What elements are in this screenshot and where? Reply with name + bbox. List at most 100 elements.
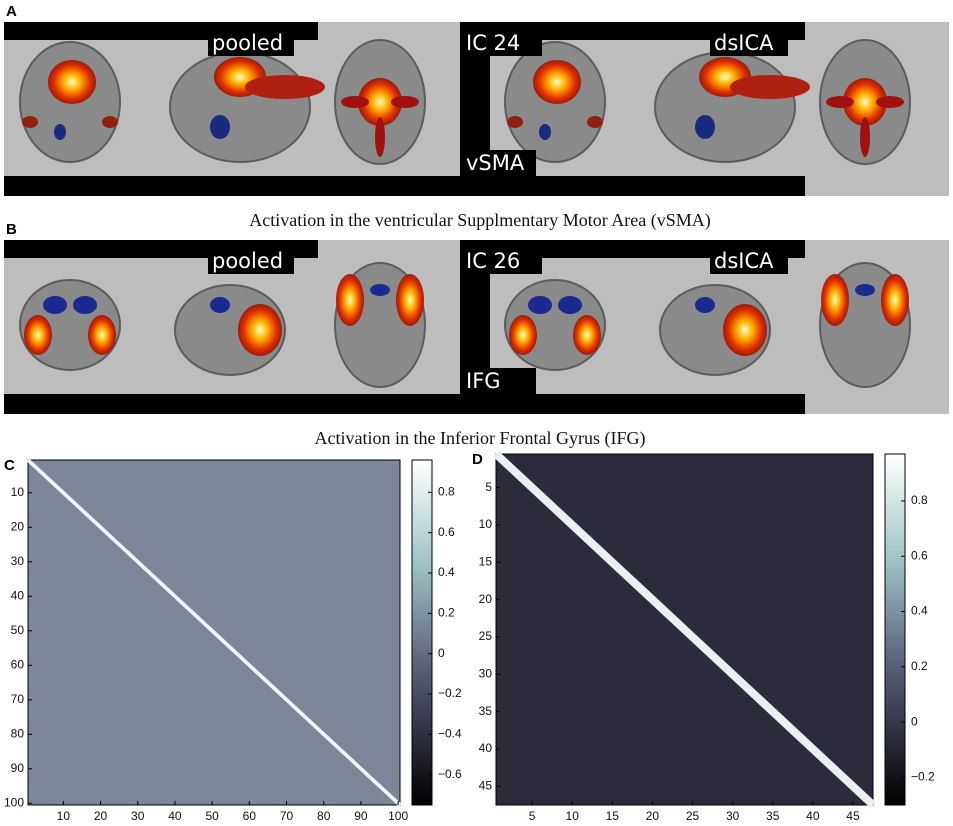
tag-bg: [462, 150, 536, 176]
activation: [358, 78, 402, 126]
colorbar-label: 0.2: [911, 659, 928, 673]
x-tick-label: 40: [168, 809, 182, 823]
black-band: [4, 394, 805, 414]
image-tag: IC 26: [466, 249, 520, 273]
x-tick-label: 40: [806, 809, 820, 823]
activation: [695, 115, 715, 139]
activation: [370, 284, 390, 296]
activation: [54, 124, 66, 140]
activation: [587, 116, 603, 128]
activation: [48, 60, 96, 104]
activation: [881, 274, 909, 326]
activation: [855, 284, 875, 296]
image-tag: dsICA: [714, 249, 774, 273]
x-tick-label: 25: [686, 809, 700, 823]
tag-bg: [462, 368, 536, 394]
activation: [88, 315, 116, 355]
activation: [528, 296, 552, 314]
colorbar-label: 0.4: [911, 604, 928, 618]
image-tag: IC 24: [466, 31, 520, 55]
image-tag: dsICA: [714, 31, 774, 55]
colorbar: [411, 459, 433, 806]
diagonal: [26, 458, 402, 807]
tag-bg: [208, 30, 294, 56]
image-tag: pooled: [212, 249, 283, 273]
colorbar-label: 0: [911, 714, 918, 728]
black-band: [4, 176, 805, 196]
y-tick-label: 25: [479, 629, 493, 643]
y-tick-label: 30: [11, 554, 25, 568]
activation: [558, 296, 582, 314]
panel-label: A: [6, 3, 17, 20]
image-tag: pooled: [212, 31, 283, 55]
tag-bg: [710, 30, 788, 56]
y-tick-label: 20: [11, 519, 25, 533]
colorbar-label: −0.4: [438, 727, 462, 741]
activation: [723, 304, 767, 356]
colorbar-label: −0.6: [438, 767, 462, 781]
image-tag: vSMA: [466, 151, 525, 175]
x-tick-label: 20: [94, 809, 108, 823]
x-tick-label: 60: [243, 809, 257, 823]
y-tick-label: 70: [11, 692, 25, 706]
x-tick-label: 50: [205, 809, 219, 823]
y-tick-label: 50: [11, 623, 25, 637]
y-tick-label: 90: [11, 761, 25, 775]
colorbar-label: 0.4: [438, 565, 455, 579]
activation: [843, 78, 887, 126]
x-tick-label: 5: [529, 809, 536, 823]
x-tick-label: 20: [646, 809, 660, 823]
x-tick-label: 30: [726, 809, 740, 823]
colorbar-label: 0.2: [438, 606, 455, 620]
x-tick-label: 15: [606, 809, 620, 823]
activation: [341, 96, 369, 108]
y-tick-label: 80: [11, 726, 25, 740]
diagonal: [493, 451, 876, 808]
y-tick-label: 40: [479, 741, 493, 755]
y-tick-label: 35: [479, 704, 493, 718]
activation: [539, 124, 551, 140]
activation: [695, 297, 715, 313]
image-tag: IFG: [466, 369, 501, 393]
colorbar-label: 0.8: [438, 484, 455, 498]
tag-bg: [462, 248, 542, 274]
activation: [826, 96, 854, 108]
y-tick-label: 10: [11, 485, 25, 499]
x-tick-label: 90: [354, 809, 368, 823]
activation: [860, 117, 870, 157]
colorbar-label: −0.2: [911, 770, 935, 784]
activation: [210, 115, 230, 139]
activation: [43, 296, 67, 314]
activation: [22, 116, 38, 128]
activation: [533, 60, 581, 104]
activation: [509, 315, 537, 355]
y-tick-label: 45: [479, 779, 493, 793]
y-tick-label: 10: [479, 517, 493, 531]
panel-label: D: [472, 451, 483, 468]
y-tick-label: 30: [479, 666, 493, 680]
activation: [730, 75, 810, 99]
y-tick-label: 5: [485, 480, 492, 494]
activation: [238, 304, 282, 356]
activation: [876, 96, 904, 108]
y-tick-label: 60: [11, 657, 25, 671]
activation: [821, 274, 849, 326]
x-tick-label: 70: [280, 809, 294, 823]
activation: [210, 297, 230, 313]
colorbar-label: 0: [438, 646, 445, 660]
caption: Activation in the Inferior Frontal Gyrus…: [315, 428, 646, 449]
caption: Activation in the ventricular Supplmenta…: [249, 210, 710, 231]
y-tick-label: 20: [479, 592, 493, 606]
panel-label: C: [4, 457, 15, 474]
tag-bg: [208, 248, 294, 274]
activation: [245, 75, 325, 99]
x-tick-label: 30: [131, 809, 145, 823]
activation: [102, 116, 118, 128]
x-tick-label: 10: [566, 809, 580, 823]
activation: [24, 315, 52, 355]
colorbar-label: −0.2: [438, 686, 462, 700]
x-tick-label: 100: [388, 809, 408, 823]
activation: [375, 117, 385, 157]
colorbar-label: 0.8: [911, 493, 928, 507]
